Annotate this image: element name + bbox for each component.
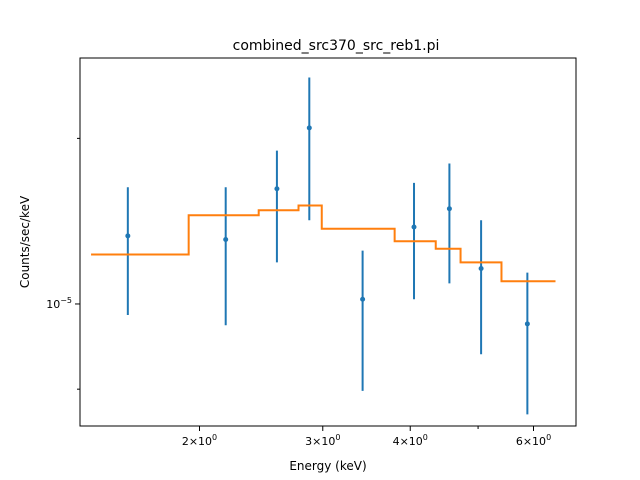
data-point [478,266,484,272]
x-tick-label: 3×100 [305,433,340,448]
series-layer [91,77,556,415]
y-tick-label: 10−5 [46,296,72,311]
model-step-line [91,204,556,283]
data-point [274,186,280,192]
data-point [411,224,417,230]
data-point [306,125,312,131]
x-tick-label: 2×100 [182,433,217,448]
x-axis-label: Energy (keV) [289,459,366,473]
x-tick-label: 6×100 [516,433,551,448]
data-point [360,296,366,302]
y-axis-label: Counts/sec/keV [18,195,32,288]
data-point [125,233,131,239]
plot-area [80,58,576,426]
plot-frame [79,57,577,427]
tick-layer: 2×100 3×100 4×100 6×100 10−5 [46,137,551,448]
x-tick-label: 4×100 [393,433,428,448]
data-point [446,206,452,212]
data-point [524,321,530,327]
data-point [223,236,229,242]
chart-title: combined_src370_src_reb1.pi [233,38,440,54]
